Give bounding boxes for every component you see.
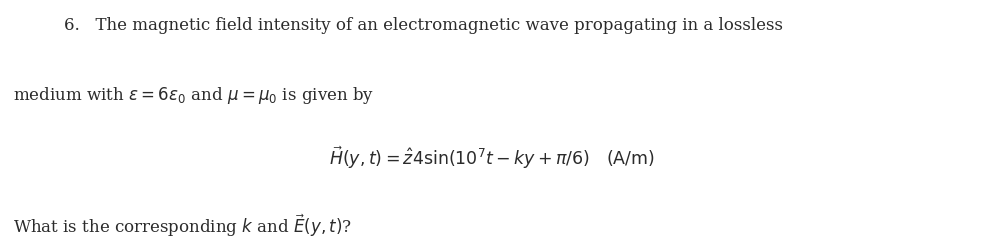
Text: medium with $\epsilon = 6\epsilon_0$ and $\mu = \mu_0$ is given by: medium with $\epsilon = 6\epsilon_0$ and… [13, 85, 374, 106]
Text: What is the corresponding $k$ and $\vec{E}(y, t)$?: What is the corresponding $k$ and $\vec{… [13, 212, 351, 236]
Text: $\vec{H}(y, t) = \hat{z}4\sin(10^7 t - ky + \pi/6)\quad\mathrm{(A/m)}$: $\vec{H}(y, t) = \hat{z}4\sin(10^7 t - k… [329, 144, 655, 171]
Text: 6.   The magnetic field intensity of an electromagnetic wave propagating in a lo: 6. The magnetic field intensity of an el… [64, 17, 783, 34]
